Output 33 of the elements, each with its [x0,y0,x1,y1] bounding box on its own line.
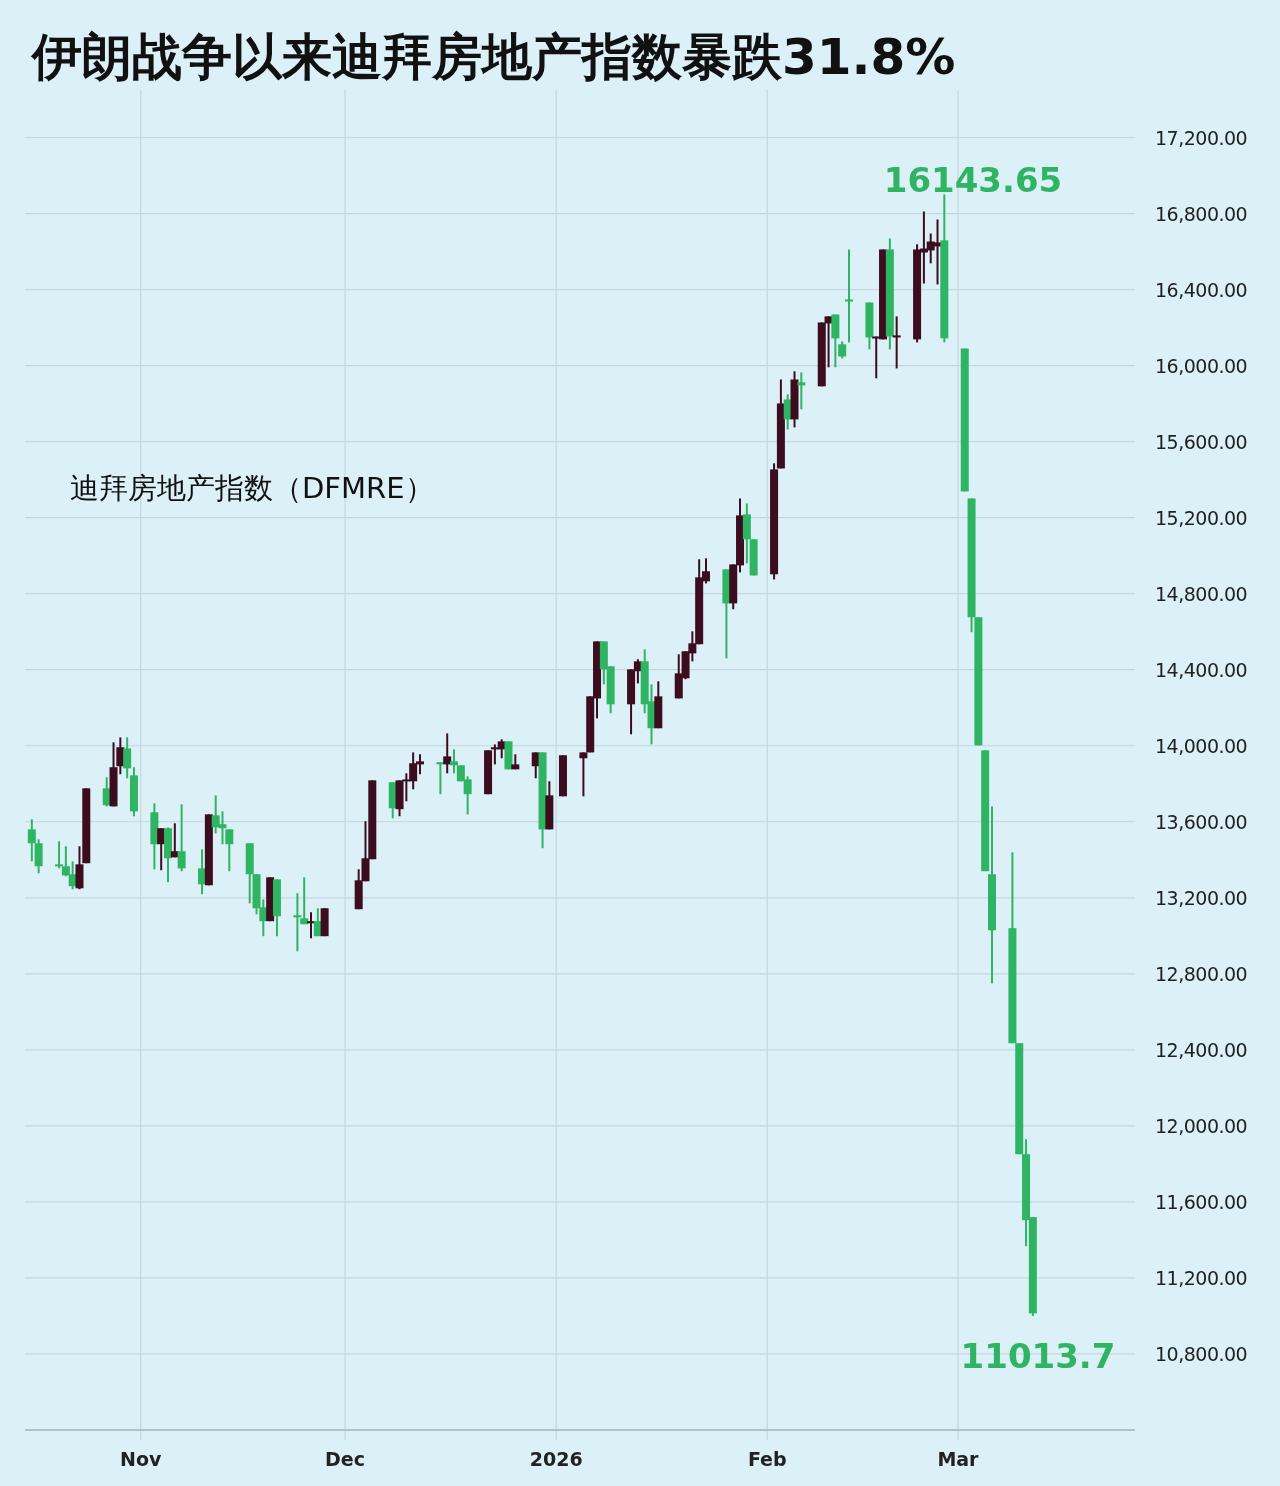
y-tick-label: 14,000.00 [1155,734,1248,757]
candlestick [177,803,186,873]
y-tick-label: 15,600.00 [1155,430,1248,453]
y-tick-label: 11,600.00 [1155,1190,1248,1213]
y-tick-label: 12,000.00 [1155,1114,1248,1137]
y-tick-label: 12,400.00 [1155,1038,1248,1061]
candlestick [443,732,452,775]
y-tick-label: 14,400.00 [1155,658,1248,681]
candlestick [844,248,853,344]
y-tick-label: 16,000.00 [1155,354,1248,377]
x-tick-label: 2026 [529,1448,583,1470]
annotation: 迪拜房地产指数（DFMRE） [70,471,434,505]
y-tick-label: 10,800.00 [1155,1342,1248,1365]
y-tick-label: 16,800.00 [1155,202,1248,225]
x-tick-label: Feb [747,1448,787,1470]
candlestick [892,315,901,370]
annotation: 11013.7 [960,1336,1116,1376]
candlestick [797,371,806,411]
annotation: 16143.65 [883,160,1063,200]
y-tick-label: 15,200.00 [1155,506,1248,529]
x-tick-label: Dec [325,1448,366,1470]
y-tick-label: 11,200.00 [1155,1266,1248,1289]
x-tick-label: Mar [937,1448,980,1470]
y-tick-label: 16,400.00 [1155,278,1248,301]
y-tick-label: 14,800.00 [1155,582,1248,605]
y-tick-label: 13,200.00 [1155,886,1248,909]
candlestick [831,313,840,369]
y-tick-label: 17,200.00 [1155,126,1248,149]
y-tick-label: 12,800.00 [1155,962,1248,985]
candlestick [123,736,132,780]
y-tick-label: 13,600.00 [1155,810,1248,833]
chart-title: 伊朗战争以来迪拜房地产指数暴跌31.8% [30,28,956,86]
x-tick-label: Nov [120,1448,163,1470]
